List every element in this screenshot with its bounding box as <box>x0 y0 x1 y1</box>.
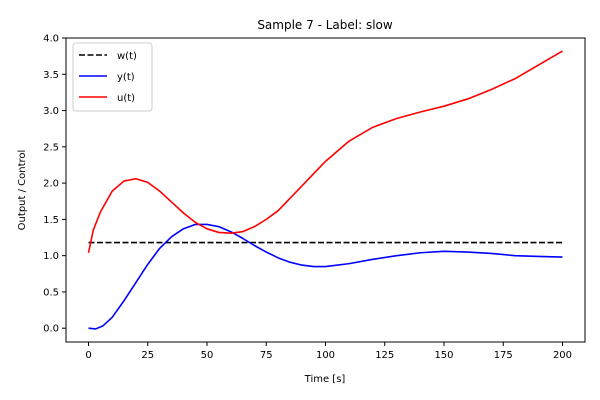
y-axis-ticks: 0.0 0.5 1.0 1.5 2.0 2.5 3.0 3.5 4.0 <box>43 34 66 335</box>
y-tick-label: 0.0 <box>43 324 59 335</box>
legend-label-u-t: u(t) <box>117 93 135 104</box>
series-line-u-t <box>87 50 563 253</box>
legend-box <box>72 42 153 112</box>
y-tick-label: 3.0 <box>43 106 59 117</box>
plot-area <box>65 37 586 343</box>
x-tick-label: 150 <box>434 350 453 361</box>
x-tick-label: 0 <box>85 350 91 361</box>
x-tick-label: 125 <box>375 350 394 361</box>
x-tick-label: 100 <box>316 350 335 361</box>
chart-title: Sample 7 - Label: slow <box>257 18 393 32</box>
x-tick-label: 175 <box>494 350 513 361</box>
y-tick-label: 2.0 <box>43 179 59 190</box>
x-tick-label: 25 <box>141 350 154 361</box>
legend-label-y-t: y(t) <box>117 72 135 83</box>
y-tick-label: 4.0 <box>43 34 59 45</box>
x-axis-ticks: 0 25 50 75 100 125 150 175 200 <box>85 342 572 361</box>
x-tick-label: 200 <box>553 350 572 361</box>
y-tick-label: 1.5 <box>43 215 59 226</box>
y-tick-label: 2.5 <box>43 142 59 153</box>
x-tick-label: 50 <box>201 350 214 361</box>
x-tick-label: 75 <box>260 350 273 361</box>
y-tick-label: 1.0 <box>43 251 59 262</box>
legend: w(t) y(t) u(t) <box>72 42 153 112</box>
x-axis-label: Time [s] <box>304 374 346 385</box>
legend-label-w-t: w(t) <box>117 51 137 62</box>
series-line-y-t <box>88 223 563 330</box>
y-tick-label: 0.5 <box>43 287 59 298</box>
y-axis-label: Output / Control <box>17 150 28 231</box>
y-tick-label: 3.5 <box>43 70 59 81</box>
legend-items: w(t) y(t) u(t) <box>79 51 137 104</box>
series-layer <box>87 50 563 330</box>
